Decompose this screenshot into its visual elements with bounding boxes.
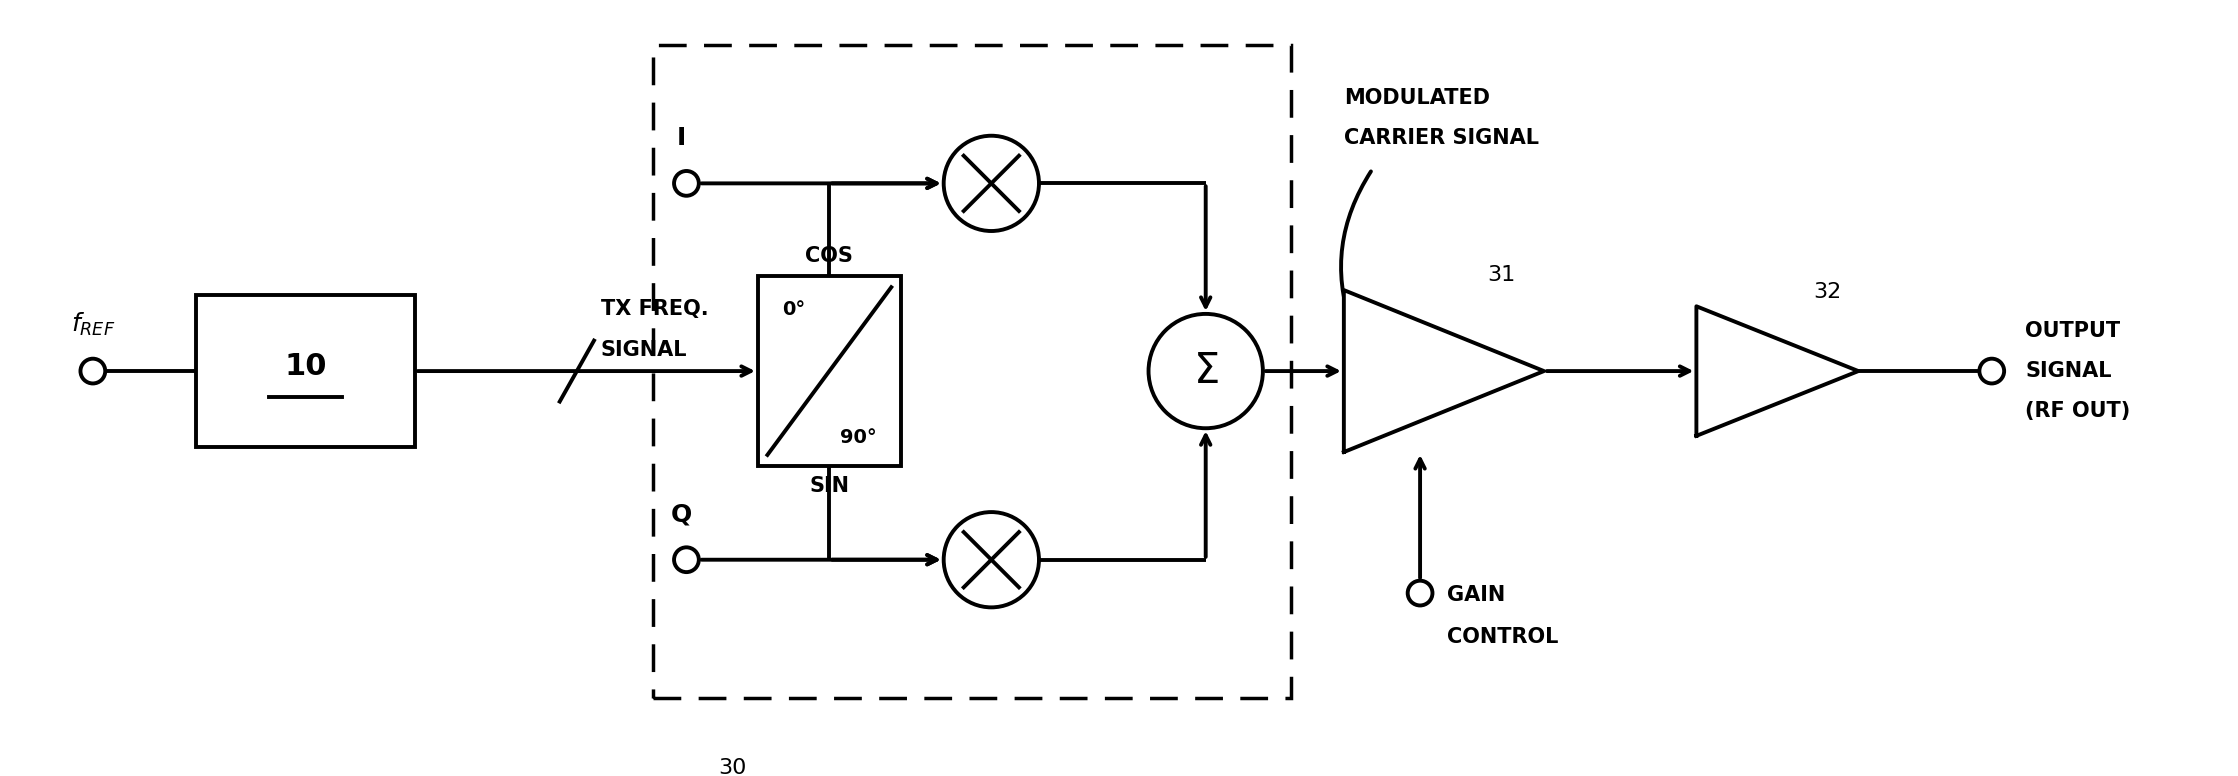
- Polygon shape: [1696, 307, 1858, 436]
- Text: CONTROL: CONTROL: [1446, 627, 1558, 647]
- Bar: [759, 275, 902, 466]
- Text: $f_{\mathit{REF}}$: $f_{\mathit{REF}}$: [72, 310, 114, 338]
- Circle shape: [1148, 314, 1262, 428]
- Text: Q: Q: [671, 502, 692, 526]
- Bar: [195, 295, 414, 447]
- Circle shape: [944, 136, 1038, 231]
- Text: $\Sigma$: $\Sigma$: [1193, 350, 1217, 392]
- Text: SIN: SIN: [810, 476, 850, 496]
- Bar: [653, 45, 1291, 698]
- Text: (RF OUT): (RF OUT): [2025, 401, 2131, 421]
- Text: COS: COS: [806, 246, 853, 266]
- Text: 0°: 0°: [781, 300, 806, 319]
- Text: 31: 31: [1486, 265, 1515, 286]
- Text: MODULATED: MODULATED: [1343, 88, 1491, 108]
- Text: I: I: [678, 126, 687, 150]
- Circle shape: [944, 512, 1038, 608]
- Text: CARRIER SIGNAL: CARRIER SIGNAL: [1343, 128, 1540, 148]
- Text: 90°: 90°: [839, 428, 877, 447]
- Text: GAIN: GAIN: [1446, 585, 1504, 605]
- Text: OUTPUT: OUTPUT: [2025, 321, 2119, 341]
- Circle shape: [1978, 359, 2005, 383]
- Circle shape: [1408, 580, 1432, 605]
- Text: 10: 10: [284, 352, 327, 381]
- Text: 32: 32: [1813, 282, 1842, 302]
- Text: 30: 30: [718, 758, 745, 776]
- Polygon shape: [1343, 290, 1544, 452]
- Text: TX FREQ.: TX FREQ.: [600, 299, 707, 319]
- Circle shape: [674, 171, 698, 196]
- Circle shape: [81, 359, 105, 383]
- Text: SIGNAL: SIGNAL: [600, 340, 687, 359]
- Text: SIGNAL: SIGNAL: [2025, 361, 2113, 381]
- Circle shape: [674, 547, 698, 572]
